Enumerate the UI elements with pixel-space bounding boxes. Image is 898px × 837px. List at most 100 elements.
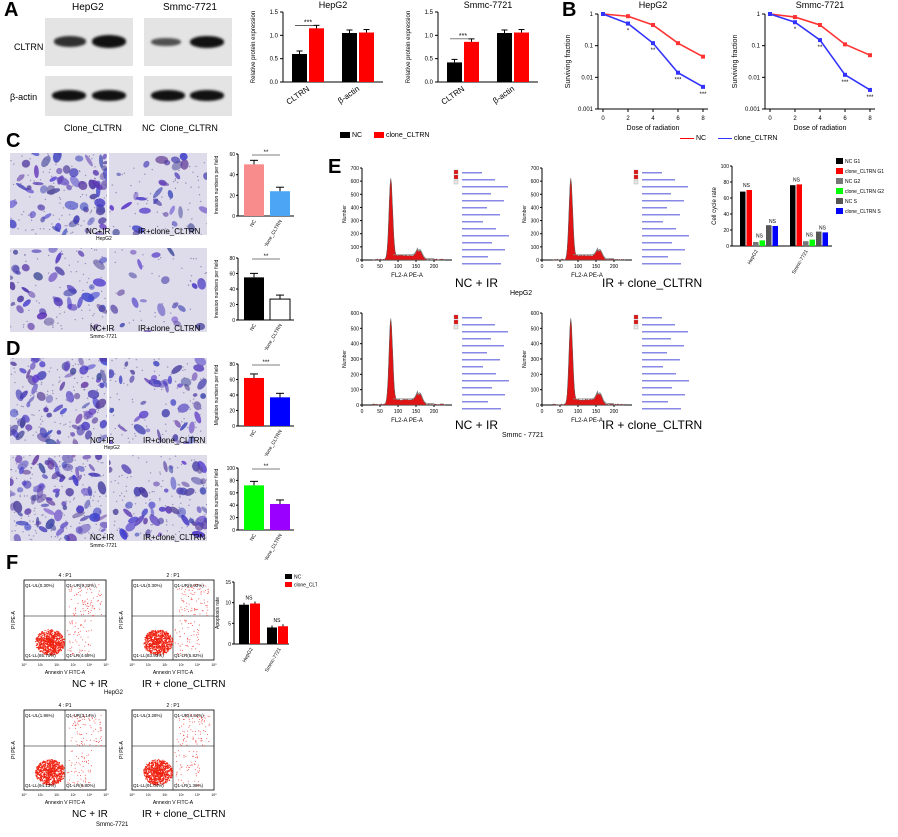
- membrane-pore: [87, 375, 89, 378]
- event-dot: [153, 782, 155, 784]
- event-dot: [42, 639, 44, 641]
- membrane-pore: [79, 477, 82, 480]
- event-dot: [84, 620, 86, 622]
- x-tick-label: 0: [361, 264, 364, 270]
- event-dot: [83, 626, 85, 628]
- membrane-pore: [188, 165, 191, 168]
- event-dot: [154, 759, 156, 761]
- event-dot: [99, 722, 101, 724]
- event-dot: [155, 651, 157, 653]
- event-dot: [39, 766, 41, 769]
- event-dot: [153, 770, 155, 772]
- membrane-pore: [92, 297, 95, 299]
- y-tick-label: 60: [723, 196, 729, 202]
- membrane-pore: [142, 265, 144, 267]
- membrane-pore: [17, 266, 19, 268]
- event-dot: [56, 762, 58, 764]
- stained-cell: [170, 399, 177, 406]
- chart-title: Smmc-7721: [464, 0, 513, 10]
- event-dot: [165, 631, 168, 633]
- event-dot: [90, 609, 92, 611]
- event-dot: [191, 648, 193, 650]
- membrane-pore: [73, 497, 76, 499]
- membrane-pore: [92, 532, 94, 534]
- event-dot: [37, 778, 39, 780]
- event-dot: [85, 760, 87, 762]
- membrane-pore: [195, 165, 197, 168]
- stained-cell: [163, 212, 169, 217]
- event-dot: [178, 609, 180, 611]
- membrane-pore: [30, 466, 32, 469]
- event-dot: [197, 631, 199, 633]
- membrane-pore: [130, 506, 133, 509]
- stained-cell: [178, 206, 183, 219]
- membrane-pore: [162, 480, 164, 482]
- event-dot: [190, 586, 192, 588]
- event-dot: [76, 634, 78, 636]
- y-tick-label: 40: [723, 212, 729, 218]
- event-dot: [37, 767, 40, 769]
- data-point: [818, 38, 822, 43]
- event-dot: [41, 780, 43, 782]
- event-dot: [87, 612, 89, 614]
- y-tick-label: 200: [351, 372, 360, 378]
- membrane-pore: [151, 523, 154, 526]
- y-axis-label: Number: [342, 350, 348, 368]
- event-dot: [88, 781, 90, 783]
- membrane-pore: [197, 518, 200, 520]
- event-dot: [47, 648, 50, 650]
- event-dot: [84, 600, 86, 602]
- membrane-pore: [19, 393, 22, 395]
- membrane-pore: [205, 271, 207, 274]
- membrane-pore: [69, 205, 71, 207]
- event-dot: [99, 603, 101, 605]
- y-tick-label: 400: [351, 205, 360, 211]
- event-dot: [84, 724, 86, 726]
- x-tick-label: clone_CLTRN: [263, 429, 284, 456]
- membrane-pore: [11, 476, 13, 478]
- event-dot: [149, 764, 151, 766]
- event-dot: [44, 769, 46, 771]
- event-dot: [40, 768, 42, 770]
- legend-swatch: [633, 174, 639, 180]
- y-tick-label: 500: [351, 192, 360, 198]
- y-tick-label: 1.0: [425, 33, 434, 39]
- membrane-pore: [194, 491, 197, 494]
- y-axis-label: PI PE-A: [119, 610, 125, 628]
- event-dot: [37, 771, 39, 773]
- membrane-pore: [52, 324, 54, 327]
- x-tick-label: 100: [394, 264, 403, 270]
- bar: [514, 32, 529, 82]
- membrane-pore: [10, 468, 12, 471]
- membrane-pore: [88, 155, 91, 157]
- event-dot: [50, 638, 52, 640]
- stats-text-line: [642, 263, 681, 265]
- membrane-pore: [91, 157, 93, 160]
- membrane-pore: [12, 358, 14, 359]
- membrane-pore: [90, 322, 93, 325]
- event-dot: [76, 715, 78, 717]
- membrane-pore: [32, 495, 34, 498]
- y-tick-label: 1: [590, 12, 594, 18]
- membrane-pore: [98, 213, 101, 215]
- membrane-pore: [73, 438, 75, 440]
- stained-cell: [195, 322, 206, 331]
- stained-cell: [78, 181, 88, 191]
- y-tick-label: 0.001: [578, 107, 594, 113]
- membrane-pore: [96, 389, 98, 391]
- event-dot: [77, 781, 79, 783]
- wb-lane-label-hepg2: Clone_CLTRN: [64, 123, 122, 133]
- stained-cell: [102, 153, 107, 160]
- membrane-pore: [183, 417, 185, 420]
- y-tick-label: 1: [757, 12, 761, 18]
- stained-cell: [140, 400, 147, 405]
- membrane-pore: [81, 317, 84, 320]
- stained-cell: [57, 175, 64, 185]
- event-dot: [50, 767, 52, 769]
- membrane-pore: [81, 193, 84, 196]
- membrane-pore: [179, 510, 182, 512]
- event-dot: [48, 759, 50, 761]
- legend-a-nc: NC: [351, 132, 363, 139]
- membrane-pore: [53, 185, 55, 188]
- data-point: [651, 22, 655, 27]
